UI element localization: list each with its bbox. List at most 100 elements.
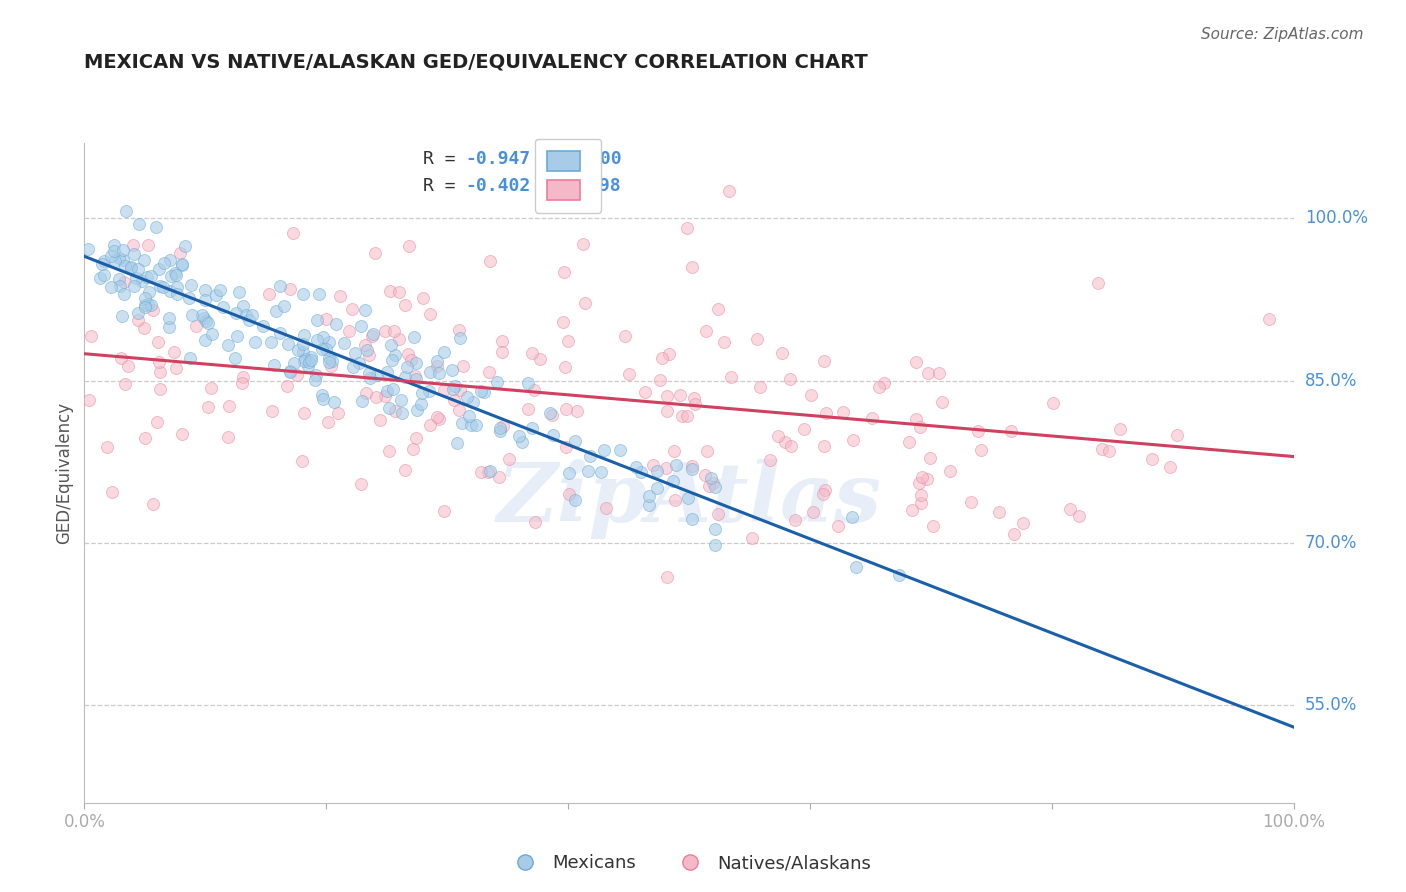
Point: [551, 315, 574, 329]
Point: [426, 354, 449, 368]
Point: [813, 439, 835, 453]
Point: [897, 435, 920, 450]
Point: [827, 519, 849, 533]
Point: [813, 483, 835, 498]
Point: [557, 334, 579, 348]
Point: [112, 275, 135, 289]
Point: [793, 422, 815, 436]
Point: [122, 247, 145, 261]
Point: [103, 238, 125, 252]
Point: [359, 371, 381, 385]
Point: [860, 410, 883, 425]
Point: [451, 359, 474, 374]
Point: [574, 296, 596, 310]
Point: [329, 289, 352, 303]
Point: [517, 401, 540, 416]
Point: [307, 313, 329, 327]
Point: [138, 285, 160, 299]
Point: [146, 334, 169, 349]
Point: [225, 306, 247, 320]
Point: [1159, 459, 1181, 474]
Point: [364, 390, 387, 404]
Point: [391, 406, 413, 420]
Point: [1109, 422, 1132, 436]
Point: [461, 395, 484, 409]
Point: [139, 298, 162, 312]
Point: [315, 312, 337, 326]
Point: [558, 487, 581, 501]
Point: [681, 260, 703, 275]
Point: [326, 406, 349, 420]
Point: [401, 352, 423, 367]
Point: [378, 284, 401, 298]
Point: [565, 403, 588, 417]
Point: [134, 300, 156, 314]
Point: [281, 226, 304, 240]
Point: [112, 287, 135, 301]
Point: [555, 441, 578, 455]
Point: [564, 434, 586, 448]
Point: [299, 350, 322, 364]
Point: [517, 376, 540, 390]
Point: [747, 332, 769, 346]
Point: [292, 287, 315, 301]
Point: [657, 389, 679, 403]
Y-axis label: GED/Equivalency: GED/Equivalency: [55, 401, 73, 544]
Point: [100, 279, 122, 293]
Point: [395, 360, 418, 375]
Point: [697, 479, 720, 493]
Point: [419, 307, 441, 321]
Point: [593, 443, 616, 458]
Point: [498, 452, 520, 467]
Text: 55.0%: 55.0%: [1305, 697, 1357, 714]
Point: [655, 403, 678, 417]
Point: [165, 268, 187, 282]
Point: [529, 352, 551, 367]
Point: [456, 390, 478, 404]
Point: [845, 559, 868, 574]
Point: [101, 484, 124, 499]
Point: [127, 312, 149, 326]
Point: [450, 416, 472, 430]
Point: [368, 412, 391, 426]
Point: [120, 260, 142, 274]
Point: [231, 376, 253, 390]
Point: [209, 283, 232, 297]
Point: [350, 393, 373, 408]
Point: [841, 509, 863, 524]
Point: [832, 405, 855, 419]
Point: [226, 329, 249, 343]
Point: [318, 334, 340, 349]
Point: [704, 522, 727, 536]
Point: [905, 412, 928, 426]
Point: [276, 379, 298, 393]
Point: [292, 406, 315, 420]
Point: [263, 358, 285, 372]
Point: [491, 334, 513, 348]
Point: [374, 389, 396, 403]
Point: [651, 351, 673, 365]
Point: [637, 489, 659, 503]
Point: [770, 345, 793, 359]
Point: [419, 365, 441, 379]
Text: MEXICAN VS NATIVE/ALASKAN GED/EQUIVALENCY CORRELATION CHART: MEXICAN VS NATIVE/ALASKAN GED/EQUIVALENC…: [84, 53, 868, 71]
Point: [197, 401, 219, 415]
Point: [449, 323, 471, 337]
Point: [173, 239, 195, 253]
Point: [1002, 527, 1025, 541]
Point: [121, 238, 143, 252]
Point: [354, 338, 377, 352]
Point: [77, 392, 100, 407]
Point: [558, 467, 581, 481]
Point: [398, 238, 420, 252]
Point: [377, 401, 399, 415]
Point: [148, 261, 170, 276]
Point: [460, 418, 482, 433]
Point: [657, 570, 679, 584]
Point: [389, 392, 412, 407]
Point: [813, 353, 835, 368]
Point: [342, 302, 364, 317]
Point: [458, 409, 481, 423]
Point: [318, 351, 340, 366]
Point: [477, 466, 499, 480]
